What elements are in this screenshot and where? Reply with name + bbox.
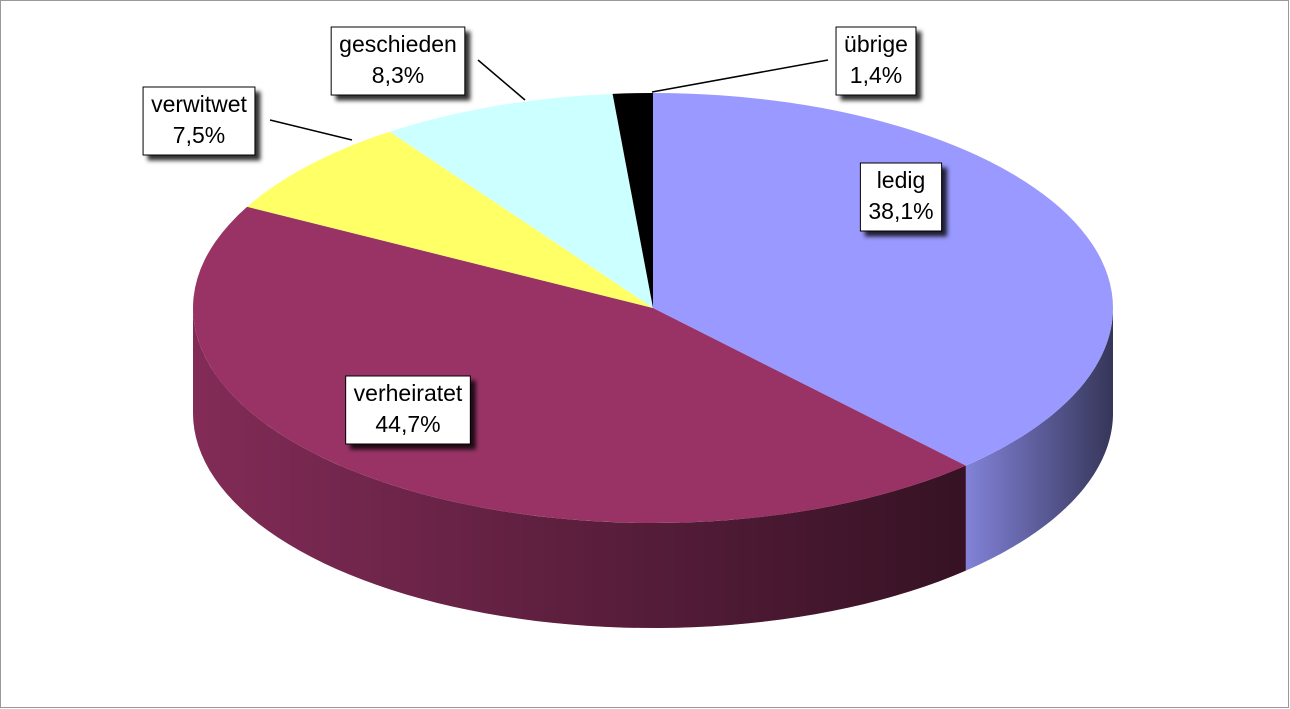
data-label: übrige 1,4% [835,26,917,96]
slice-side-shade [193,308,966,628]
label-value: 44,7% [375,411,440,437]
slice [389,93,653,309]
slice [653,93,1113,466]
data-label: geschieden 8,3% [330,26,466,96]
label-name: übrige [844,31,908,57]
label-value: 7,5% [173,122,225,148]
label-name: ledig [877,167,926,193]
label-value: 1,4% [850,62,902,88]
label-box [345,375,471,445]
label-box [835,26,917,96]
data-label: verwitwet 7,5% [142,86,256,156]
label-box [859,162,943,232]
slice [247,131,653,308]
slice [612,93,653,308]
label-box [330,26,466,96]
leader-line [269,119,353,141]
label-name: verwitwet [151,91,247,117]
label-box [142,86,256,156]
label-name: geschieden [339,31,457,57]
label-name: verheiratet [354,380,463,406]
slice-side-shade [965,308,1113,571]
label-value: 38,1% [868,198,933,224]
label-value: 8,3% [372,62,424,88]
data-label: verheiratet 44,7% [345,375,471,445]
leader-line [651,59,829,93]
leader-line [477,59,526,101]
data-label: ledig 38,1% [859,162,943,232]
